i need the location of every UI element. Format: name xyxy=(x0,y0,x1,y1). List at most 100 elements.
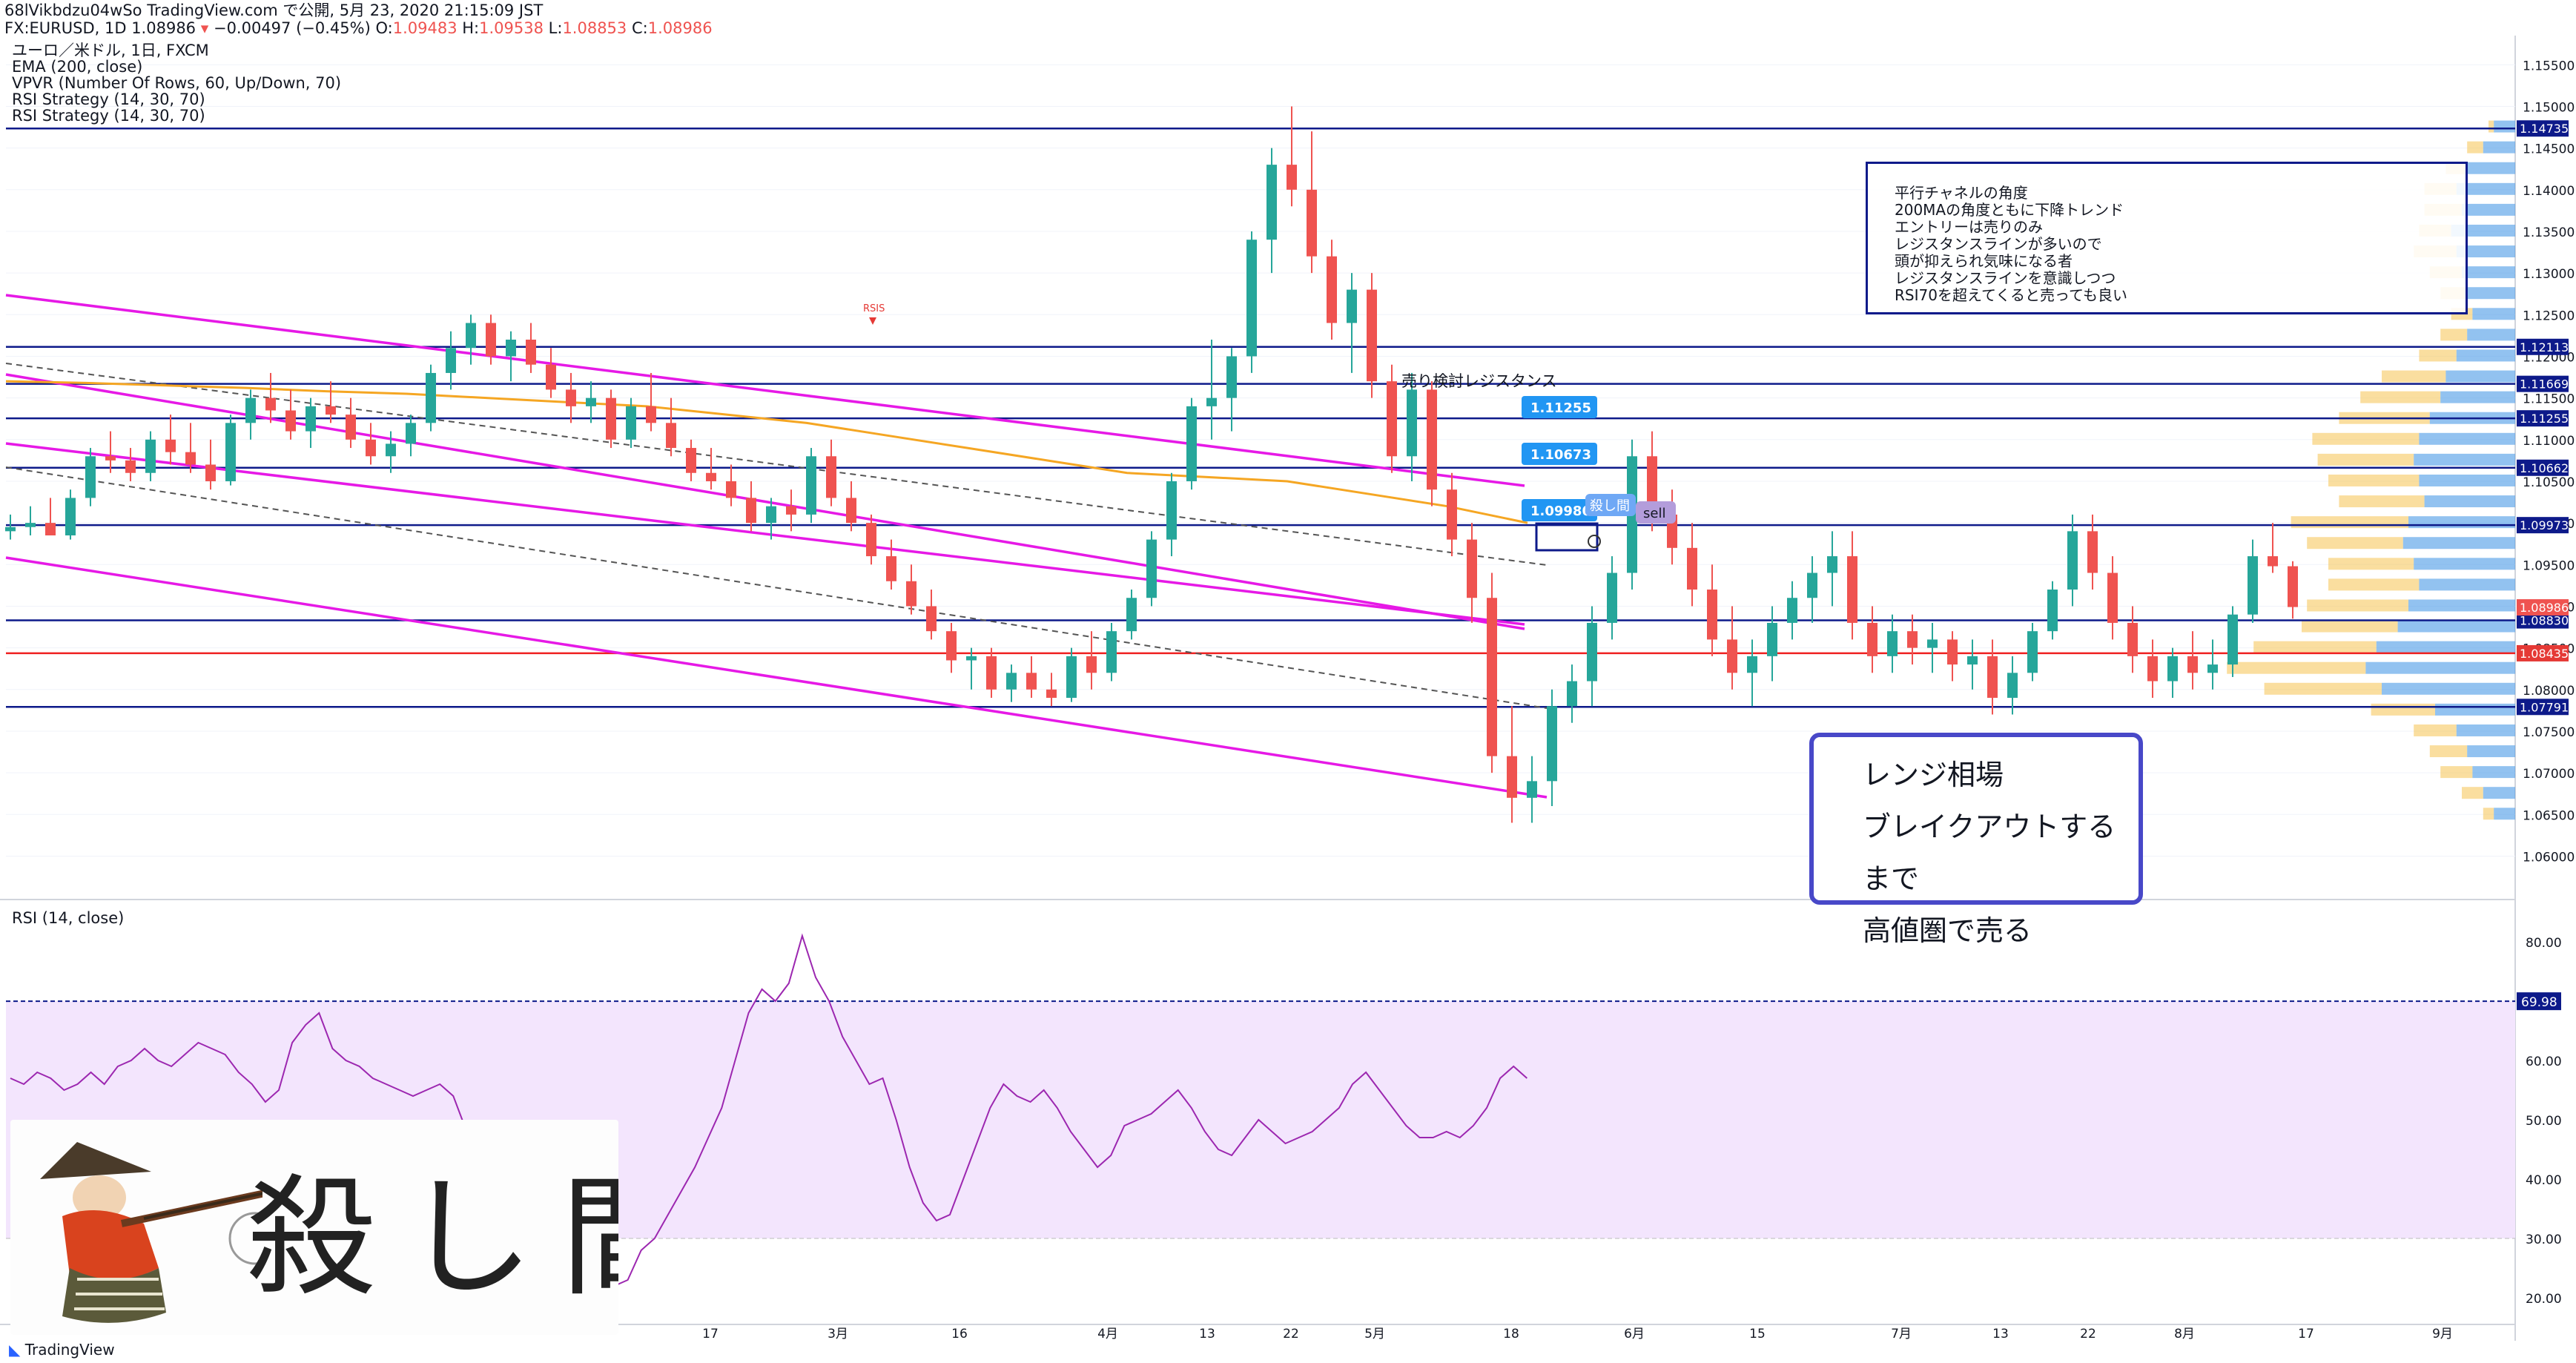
legend-rsi-strategy-1[interactable]: RSI Strategy (14, 30, 70) xyxy=(12,90,205,108)
price-level-label: 1.08830 xyxy=(2520,614,2569,628)
channel-line xyxy=(5,556,1548,799)
candle-body xyxy=(606,397,616,440)
last-price-badge xyxy=(2517,599,2569,616)
candle-body xyxy=(966,656,977,661)
candle-body xyxy=(1387,381,1397,457)
tradingview-logo-icon: ◣ xyxy=(9,1341,21,1359)
kill-zone-tag xyxy=(1585,494,1636,516)
vp-row-up xyxy=(2419,474,2515,486)
range-note-box[interactable]: レンジ相場 ブレイクアウトするまで 高値圏で売る xyxy=(1809,733,2143,947)
candle-body xyxy=(1287,165,1297,190)
range-note-line: ブレイクアウトするまで xyxy=(1863,811,2116,895)
vp-row-down xyxy=(2382,370,2446,383)
candle-body xyxy=(25,523,36,527)
rsi-signal-label: RSIS xyxy=(863,303,885,314)
candle-body xyxy=(926,606,937,632)
vp-row-up xyxy=(2494,808,2515,820)
candle-body xyxy=(185,452,196,465)
candle-body xyxy=(1327,256,1337,323)
candle-body xyxy=(346,415,356,440)
price-axis: 1.15500 1.15000 1.14500 1.14000 1.13500 1.130… xyxy=(2517,59,2575,1307)
vp-row-up xyxy=(2445,370,2515,383)
candle-body xyxy=(986,656,997,690)
price-tick-label: 1.14000 xyxy=(2523,184,2575,199)
candle-body xyxy=(1947,639,1958,665)
open-value: 1.09483 xyxy=(392,19,458,37)
candle-body xyxy=(1487,598,1497,756)
vp-row-up xyxy=(2414,453,2515,466)
candle-body xyxy=(766,506,776,524)
rsi-pane-title[interactable]: RSI (14, close) xyxy=(12,909,125,927)
price-level-badge xyxy=(2517,338,2569,355)
candle-body xyxy=(1787,598,1797,623)
price-level-badge xyxy=(2517,410,2569,427)
vp-row-down xyxy=(2371,703,2435,716)
note-line: 頭が抑えられ気味になる者 xyxy=(1895,252,2073,270)
candle-body xyxy=(2087,531,2098,573)
time-tick-label: 3月 xyxy=(828,1327,848,1341)
legend-series[interactable]: ユーロ／米ドル, 1日, FXCM xyxy=(12,42,209,59)
tradingview-logo[interactable]: ◣ TradingView xyxy=(9,1341,115,1359)
candle-body xyxy=(1647,456,1657,515)
price-level-label: 1.12113 xyxy=(2520,340,2569,354)
candle-body xyxy=(326,406,336,415)
candle-body xyxy=(526,340,536,365)
resistance-label: 売り検討レジスタンス xyxy=(1401,372,1557,390)
vp-row-down xyxy=(2360,391,2441,403)
legend-rsi-strategy-2[interactable]: RSI Strategy (14, 30, 70) xyxy=(12,107,205,125)
candle-body xyxy=(85,456,96,498)
candle-body xyxy=(706,472,716,481)
rsi-level-label: 69.98 xyxy=(2521,995,2557,1010)
candle-body xyxy=(1807,572,1817,598)
candle-body xyxy=(1086,656,1097,673)
vp-row-up xyxy=(2467,329,2515,341)
vp-row-up xyxy=(2419,432,2515,445)
candle-body xyxy=(1547,706,1557,782)
legend-ema[interactable]: EMA (200, close) xyxy=(12,58,143,76)
candle-body xyxy=(2167,656,2178,682)
candle-body xyxy=(1447,489,1457,540)
candle-body xyxy=(946,631,957,661)
candle-body xyxy=(646,406,656,423)
time-tick-label: 18 xyxy=(1503,1327,1519,1341)
candle-body xyxy=(165,439,176,452)
candle-body xyxy=(1767,622,1777,656)
channel-line xyxy=(5,373,1525,630)
kill-zone-tag-label: 殺し間 xyxy=(1590,498,1630,514)
vp-row-down xyxy=(2328,558,2414,570)
close-label: C: xyxy=(631,19,648,37)
vp-row-down xyxy=(2419,349,2457,362)
stamp-text: 殺し間 xyxy=(246,1162,618,1314)
candle-body xyxy=(566,389,576,406)
target-icon xyxy=(1588,535,1601,548)
candle-body xyxy=(1887,631,1898,656)
price-level-badge xyxy=(2517,120,2569,137)
candle-body xyxy=(1907,631,1918,648)
candle-body xyxy=(2268,556,2278,567)
note-box[interactable]: 平行チャネルの角度 200MAの角度ともに下降トレンド エントリーは売りのみ レ… xyxy=(1866,162,2468,314)
vp-row-up xyxy=(2462,203,2515,216)
vp-row-up xyxy=(2494,120,2515,133)
samurai-rifleman-icon xyxy=(40,1142,262,1323)
candle-body xyxy=(1347,289,1357,323)
symbol-legend: FX:EURUSD, 1D 1.08986 ▾ −0.00497 (−0.45%… xyxy=(4,19,713,37)
candle-body xyxy=(1026,673,1037,690)
legend-vpvr[interactable]: VPVR (Number Of Rows, 60, Up/Down, 70) xyxy=(12,74,342,92)
rsi-signal-arrow-icon xyxy=(869,317,876,325)
rsi-tick-label: 60.00 xyxy=(2526,1055,2562,1069)
rsi-tick-label: 20.00 xyxy=(2526,1292,2562,1307)
candle-body xyxy=(1587,622,1597,682)
rsi-level-badge xyxy=(2517,992,2561,1011)
candle-body xyxy=(2047,589,2058,632)
candle-body xyxy=(1567,681,1577,707)
price-level-label: 1.10662 xyxy=(2520,461,2569,475)
price-level-label: 1.09973 xyxy=(2520,518,2569,532)
price-callout-label: 1.11255 xyxy=(1530,400,1591,416)
candle-body xyxy=(1427,389,1437,490)
candle-body xyxy=(786,506,796,515)
candle-body xyxy=(2107,572,2118,623)
publish-info: 68lVikbdzu04wSo TradingView.com で公開, 5月 … xyxy=(4,1,544,19)
candle-body xyxy=(1206,397,1217,406)
time-tick-label: 22 xyxy=(1283,1327,1299,1341)
candle-body xyxy=(466,323,476,349)
